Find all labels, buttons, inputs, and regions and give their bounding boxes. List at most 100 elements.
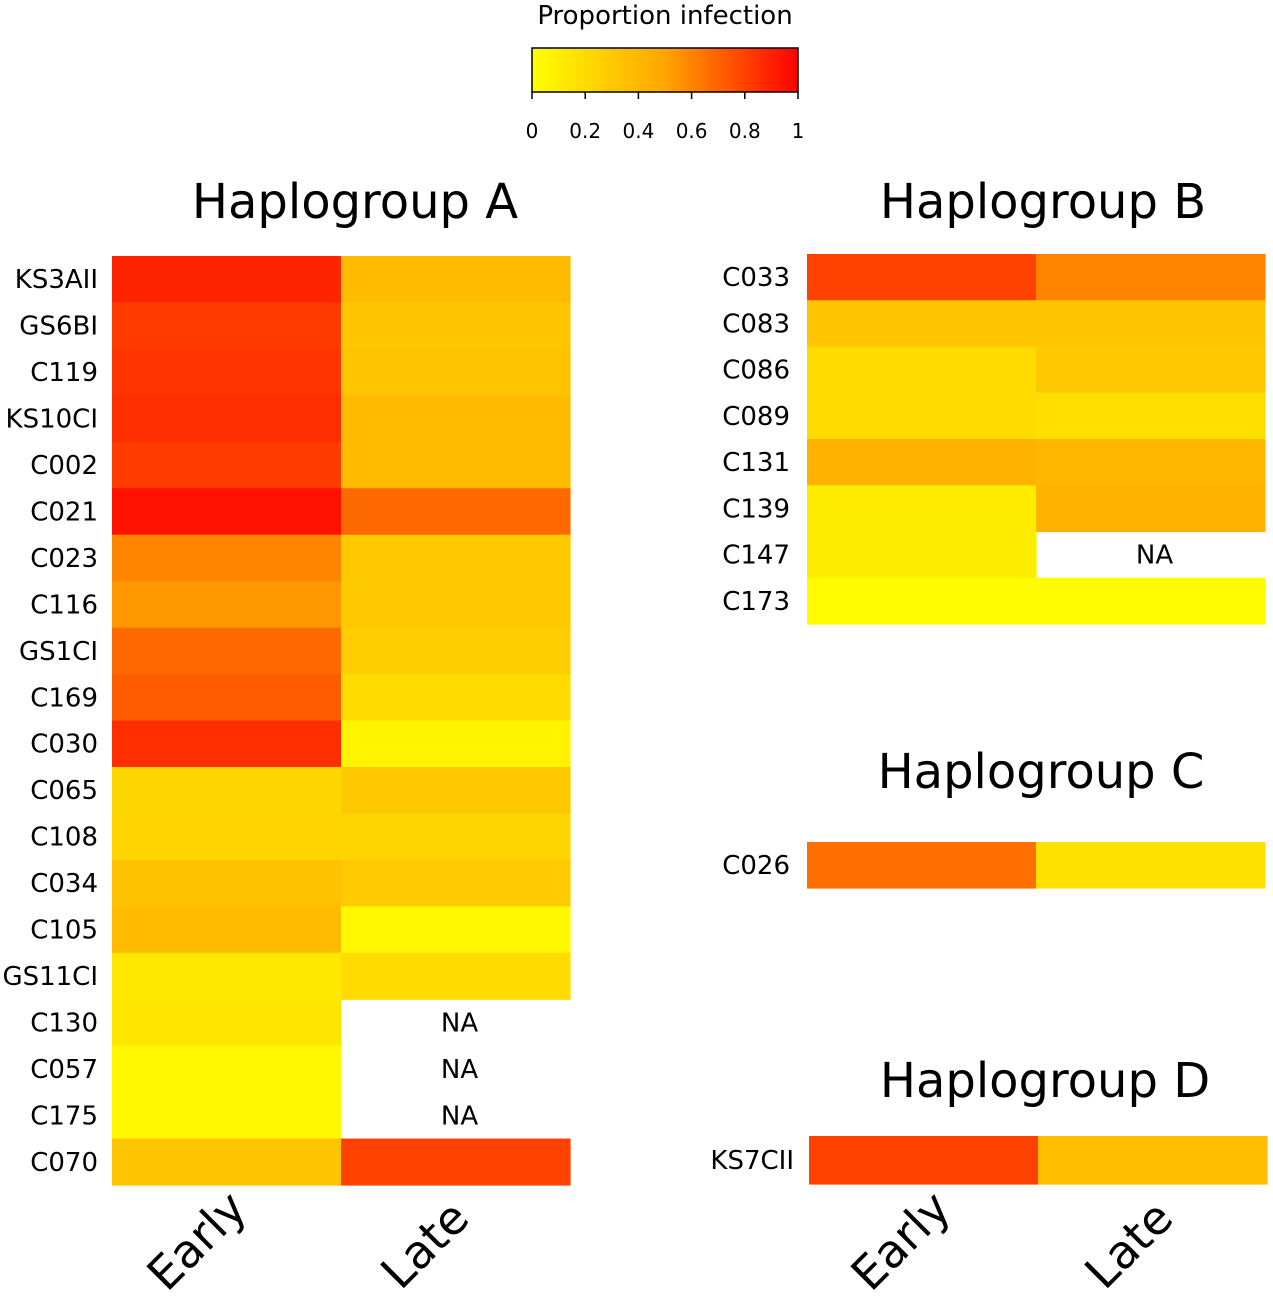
heatmap-cell-early — [112, 766, 342, 814]
row-label: C130 — [30, 1008, 98, 1038]
heatmap-cell-early — [112, 302, 342, 350]
heatmap-cell-late — [341, 581, 571, 629]
column-label-late-left: Late — [370, 1190, 479, 1299]
na-cell-label: NA — [441, 1101, 478, 1131]
heatmap-cell-late — [341, 302, 571, 350]
legend-tick-label: 1 — [792, 119, 805, 143]
panel-title-haplogroup-c: Haplogroup C — [878, 744, 1205, 800]
heatmap-cell-early — [112, 581, 342, 629]
panel-title-haplogroup-d: Haplogroup D — [880, 1053, 1210, 1109]
legend-tick-label: 0.8 — [729, 119, 761, 143]
panel-haplogroup-a: KS3AII GS6BI C119 KS10CI C002 C021 C023 C116 GS1… — [2, 256, 571, 1186]
heatmap-cell-late — [341, 1138, 571, 1186]
heatmap-cell-early — [112, 256, 342, 304]
row-label: C023 — [30, 544, 98, 574]
row-label: C089 — [722, 402, 790, 432]
row-label: KS10CI — [6, 405, 98, 435]
heatmap-cell-early — [112, 952, 342, 1000]
row-label: C169 — [30, 683, 98, 713]
heatmap-cell-early — [807, 577, 1037, 625]
heatmap-cell-early — [807, 254, 1037, 301]
row-label: C065 — [30, 776, 98, 806]
heatmap-cell-late — [1036, 300, 1266, 348]
legend-tick-label: 0.6 — [676, 119, 708, 143]
heatmap-cell-late — [1036, 254, 1266, 301]
row-label: GS1CI — [19, 637, 98, 667]
row-label: C173 — [722, 587, 790, 617]
row-label: KS7CII — [710, 1146, 794, 1176]
heatmap-cell-late — [1036, 439, 1266, 486]
row-label: C026 — [722, 851, 790, 881]
heatmap-cell-late — [1038, 1136, 1268, 1185]
heatmap-cell-early — [112, 395, 342, 443]
heatmap-cell-early — [112, 348, 342, 396]
legend-title: Proportion infection — [537, 1, 792, 31]
legend-tick-label: 0 — [526, 119, 539, 143]
heatmap-cell-late — [341, 348, 571, 396]
heatmap-cell-early — [807, 346, 1037, 394]
heatmap-cell-early — [112, 1092, 342, 1140]
panel-haplogroup-b: C033 C083 C086 C089 C131 C139 C147 NA C173 — [722, 254, 1266, 625]
heatmap-cell-late — [341, 627, 571, 675]
na-cell-label: NA — [441, 1008, 478, 1038]
heatmap-cell-early — [112, 813, 342, 861]
panel-haplogroup-d: KS7CII — [710, 1136, 1268, 1185]
heatmap-cell-early — [112, 720, 342, 768]
heatmap-cell-late — [341, 906, 571, 954]
heatmap-cell-early — [112, 859, 342, 907]
heatmap-cell-late — [341, 859, 571, 907]
legend-colorbar — [531, 47, 799, 93]
row-label: C033 — [722, 263, 790, 293]
row-label: C139 — [722, 494, 790, 524]
column-label-late-right: Late — [1074, 1190, 1183, 1299]
heatmap-cell-early — [807, 842, 1037, 889]
heatmap-cell-early — [807, 300, 1037, 348]
heatmap-cell-late — [1036, 842, 1266, 889]
row-label: GS11CI — [2, 962, 98, 992]
heatmap-cell-early — [112, 488, 342, 536]
heatmap-cell-early — [807, 531, 1037, 579]
heatmap-cell-early — [112, 1045, 342, 1093]
heatmap-cell-early — [807, 485, 1037, 533]
heatmap-cell-late — [341, 674, 571, 722]
row-label: C105 — [30, 916, 98, 946]
heatmap-cell-early — [807, 439, 1037, 486]
row-label: C108 — [30, 823, 98, 853]
row-label: C147 — [722, 541, 790, 571]
row-label: C086 — [722, 356, 790, 386]
row-label: C083 — [722, 309, 790, 339]
heatmap-cell-early — [112, 906, 342, 954]
heatmap-cell-early — [112, 674, 342, 722]
row-label: C070 — [30, 1148, 98, 1178]
row-label: C175 — [30, 1101, 98, 1131]
row-label: C021 — [30, 497, 98, 527]
heatmap-cell-late — [341, 952, 571, 1000]
color-legend: Proportion infection 0 0.2 0.4 0.6 0.8 1 — [526, 1, 805, 143]
heatmap-cell-late — [341, 766, 571, 814]
na-cell-label: NA — [1136, 541, 1173, 571]
heatmap-cell-early — [112, 441, 342, 489]
heatmap-cell-late — [341, 395, 571, 443]
row-label: KS3AII — [15, 265, 98, 295]
row-label: C131 — [722, 448, 790, 478]
row-label: C119 — [30, 358, 98, 388]
heatmap-cell-early — [809, 1136, 1039, 1185]
row-label: C030 — [30, 730, 98, 760]
heatmap-cell-early — [112, 1138, 342, 1186]
panel-title-haplogroup-a: Haplogroup A — [192, 174, 518, 230]
column-label-early-right: Early — [841, 1181, 961, 1301]
heatmap-cell-late — [341, 488, 571, 536]
heatmap-cell-late — [341, 813, 571, 861]
heatmap-cell-early — [112, 627, 342, 675]
heatmap-cell-early — [112, 999, 342, 1047]
heatmap-cell-early — [807, 392, 1037, 440]
heatmap-cell-early — [112, 534, 342, 582]
panel-haplogroup-c: C026 — [722, 842, 1266, 889]
heatmap-cell-late — [1036, 392, 1266, 440]
row-label: GS6BI — [19, 312, 98, 342]
row-label: C002 — [30, 451, 98, 481]
na-cell-label: NA — [441, 1055, 478, 1085]
panel-title-haplogroup-b: Haplogroup B — [880, 174, 1206, 230]
row-label: C116 — [30, 590, 98, 620]
